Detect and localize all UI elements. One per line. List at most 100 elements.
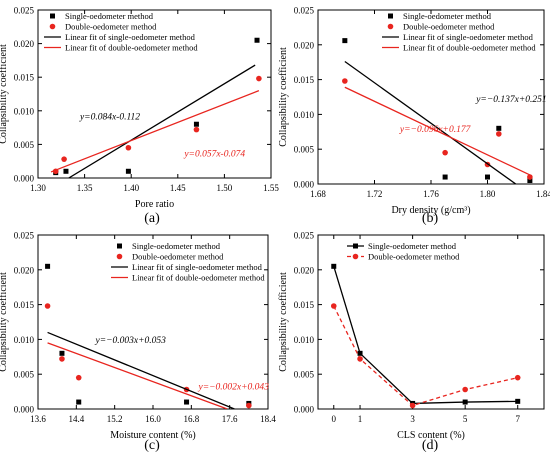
data-point — [485, 174, 490, 180]
y-tick-label: 0.025 — [14, 231, 35, 241]
legend-marker — [117, 243, 122, 249]
legend: Single-oedometer methodDouble-oedometer … — [111, 241, 265, 283]
y-tick-label: 0.015 — [294, 300, 315, 310]
series-3 — [50, 90, 260, 173]
y-tick-label: 0.005 — [14, 370, 35, 380]
y-tick-label: 0.020 — [294, 265, 315, 275]
chart-a: 0.000 0.005 0.010 0.015 0.020 0.025 1.30 1.35 1.… — [0, 6, 279, 227]
y-tick-label: 0.020 — [14, 39, 35, 49]
fit-equation: y=−0.096x+0.177 — [399, 125, 472, 135]
data-point — [527, 178, 533, 184]
legend-label: Linear fit of single-oedometer method — [132, 262, 263, 272]
x-axis-label: Moisture content (%) — [110, 430, 196, 441]
y-tick-label: 0.015 — [294, 75, 315, 85]
data-point — [496, 131, 502, 137]
series-3 — [47, 342, 228, 409]
x-tick-label: 18.4 — [260, 414, 276, 424]
x-axis-label: Pore ratio — [135, 199, 174, 210]
x-tick-label: 1.45 — [170, 183, 186, 193]
legend-label: Single-oedometer method — [403, 11, 492, 21]
y-tick-label: 0.020 — [14, 265, 35, 275]
series-line — [333, 266, 518, 405]
chart-b: 0.000 0.005 0.010 0.015 0.020 0.025 1.68 1.72 1.… — [278, 6, 550, 227]
data-point — [44, 303, 51, 309]
x-tick-label: 16.8 — [183, 414, 199, 424]
fit-line — [47, 331, 235, 409]
y-tick-label: 0.015 — [14, 300, 35, 310]
panel-label: (c) — [144, 438, 160, 453]
x-tick-label: 7 — [515, 414, 520, 424]
data-point — [514, 374, 521, 381]
data-point — [442, 174, 448, 180]
fit-line — [68, 64, 256, 178]
x-tick-label: 14.4 — [68, 414, 84, 424]
data-point — [442, 149, 448, 156]
x-tick-label: 1.68 — [310, 189, 326, 199]
data-point — [193, 121, 199, 127]
fit-line — [50, 90, 260, 173]
data-point — [342, 78, 348, 84]
data-point — [59, 350, 65, 356]
legend-label: Linear fit of double-oedometer method — [403, 43, 536, 53]
y-tick-label: 0.015 — [14, 73, 35, 83]
x-tick-label: 3 — [410, 414, 415, 424]
data-point — [45, 263, 51, 269]
legend-label: Linear fit of single-oedometer method — [65, 32, 196, 42]
data-point — [330, 303, 337, 309]
legend-label: Double-oedometer method — [65, 22, 157, 32]
data-point — [59, 356, 65, 362]
legend-label: Double-oedometer method — [403, 22, 495, 32]
plot-area — [330, 263, 521, 409]
data-point — [75, 374, 82, 381]
x-tick-label: 0 — [332, 414, 337, 424]
x-axis-label: Dry density (g/cm³) — [391, 205, 470, 216]
y-tick-label: 0.000 — [294, 405, 315, 415]
plot-area — [342, 38, 533, 184]
series-2 — [47, 331, 235, 409]
y-tick-label: 0.005 — [14, 140, 35, 150]
x-tick-label: 1.55 — [263, 183, 279, 193]
y-tick-label: 0.020 — [294, 40, 315, 50]
data-point — [462, 399, 468, 405]
fit-equation: y=0.057x-0.074 — [183, 149, 245, 159]
legend: Single-oedometer methodDouble-oedometer … — [347, 241, 460, 262]
data-point — [61, 156, 67, 162]
y-tick-label: 0.000 — [294, 180, 315, 190]
y-tick-label: 0.010 — [294, 335, 315, 345]
x-tick-label: 1.40 — [123, 183, 139, 193]
series-2 — [68, 64, 256, 178]
fit-line — [344, 60, 517, 184]
legend-label: Linear fit of single-oedometer method — [403, 32, 534, 42]
data-point — [254, 37, 260, 43]
plot-frame — [317, 234, 545, 410]
x-tick-label: 1.50 — [217, 183, 233, 193]
data-point — [246, 402, 252, 409]
data-point — [409, 402, 416, 409]
legend-label: Double-oedometer method — [132, 252, 224, 262]
y-tick-label: 0.000 — [14, 174, 35, 184]
x-tick-label: 1.84 — [536, 189, 550, 199]
chart-c: 0.000 0.005 0.010 0.015 0.020 0.025 13.6 14.4 15… — [0, 231, 276, 454]
panel-label: (d) — [422, 438, 439, 453]
legend-marker — [49, 23, 56, 30]
x-tick-label: 16.0 — [145, 414, 161, 424]
legend-label: Linear fit of double-oedometer method — [65, 43, 198, 53]
x-tick-label: 1.30 — [30, 183, 46, 193]
legend: Single-oedometer methodDouble-oedometer … — [382, 11, 536, 53]
data-point — [515, 398, 521, 404]
fit-line — [344, 86, 531, 176]
fit-line — [47, 342, 228, 409]
x-tick-label: 1.76 — [423, 189, 439, 199]
x-axis-label: CLS content (%) — [397, 430, 465, 441]
plot-frame — [37, 9, 272, 179]
fit-equation: y=−0.137x+0.251 — [475, 95, 546, 105]
fit-equation: y=0.084x-0.112 — [79, 113, 140, 123]
series-3 — [344, 86, 531, 176]
x-tick-label: 1.35 — [77, 183, 93, 193]
legend-label: Single-oedometer method — [132, 241, 221, 251]
data-point — [184, 399, 190, 405]
legend-marker — [352, 253, 359, 260]
data-point — [331, 263, 337, 269]
x-tick-label: 1.80 — [480, 189, 496, 199]
legend-label: Single-oedometer method — [368, 241, 457, 251]
